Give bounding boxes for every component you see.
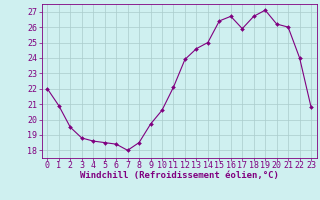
X-axis label: Windchill (Refroidissement éolien,°C): Windchill (Refroidissement éolien,°C) xyxy=(80,171,279,180)
